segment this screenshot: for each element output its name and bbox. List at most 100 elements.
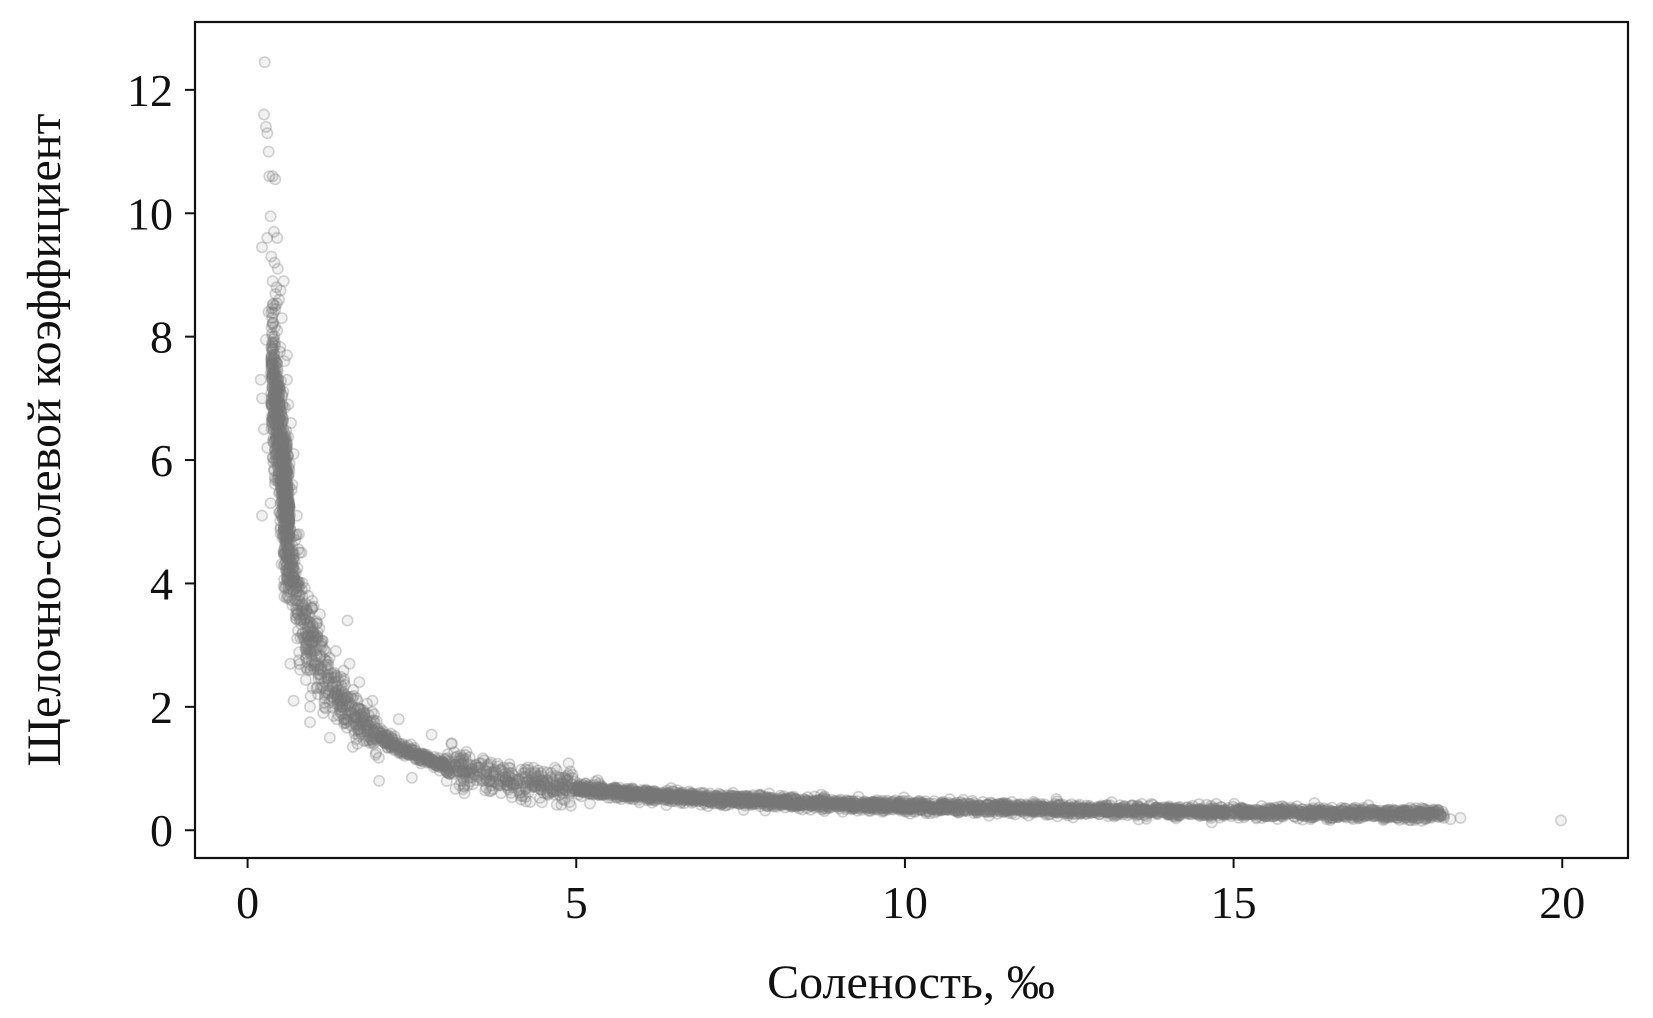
scatter-point	[278, 526, 291, 539]
scatter-point	[284, 416, 297, 429]
scatter-point	[278, 454, 291, 467]
scatter-point	[877, 802, 890, 815]
y-tick-label: 4	[150, 558, 173, 609]
scatter-point	[278, 523, 291, 536]
scatter-point	[278, 493, 291, 506]
scatter-point	[269, 391, 282, 404]
scatter-point	[1043, 802, 1056, 815]
scatter-point	[266, 413, 279, 426]
scatter-point	[272, 451, 285, 464]
scatter-point	[273, 380, 286, 393]
scatter-point	[274, 427, 287, 440]
scatter-point	[484, 756, 497, 769]
scatter-point	[265, 415, 278, 428]
scatter-point	[278, 480, 291, 493]
scatter-point	[361, 730, 374, 743]
scatter-point	[268, 419, 281, 432]
scatter-point	[449, 782, 462, 795]
y-tick-label: 0	[150, 805, 173, 856]
scatter-point	[265, 387, 278, 400]
scatter-point	[272, 423, 285, 436]
scatter-point	[727, 790, 740, 803]
scatter-point	[273, 439, 286, 452]
scatter-point	[279, 509, 292, 522]
scatter-point	[276, 398, 289, 411]
scatter-point	[276, 476, 289, 489]
scatter-point	[281, 476, 294, 489]
scatter-point	[282, 398, 295, 411]
scatter-point	[273, 396, 286, 409]
scatter-point	[259, 333, 272, 346]
scatter-point	[282, 509, 295, 522]
scatter-point	[1379, 807, 1392, 820]
scatter-point	[278, 483, 291, 496]
scatter-point	[659, 790, 672, 803]
scatter-point	[277, 458, 290, 471]
scatter-point	[272, 448, 285, 461]
scatter-point	[259, 120, 272, 133]
scatter-point	[266, 416, 279, 429]
scatter-point	[275, 509, 288, 522]
scatter-point	[283, 549, 296, 562]
scatter-point	[445, 737, 458, 750]
scatter-point	[268, 477, 281, 490]
scatter-point	[281, 527, 294, 540]
scatter-point	[753, 794, 766, 807]
scatter-point	[292, 624, 305, 637]
scatter-point	[283, 566, 296, 579]
scatter-point	[271, 430, 284, 443]
scatter-point	[463, 771, 476, 784]
scatter-point	[353, 676, 366, 689]
scatter-point	[458, 787, 471, 800]
scatter-point	[277, 503, 290, 516]
scatter-point	[1116, 808, 1129, 821]
scatter-point	[268, 397, 281, 410]
scatter-point	[278, 355, 291, 368]
scatter-point	[266, 330, 279, 343]
scatter-point	[282, 502, 295, 515]
scatter-point	[272, 456, 285, 469]
scatter-point	[269, 388, 282, 401]
scatter-point	[265, 250, 278, 263]
scatter-point	[271, 418, 284, 431]
scatter-point	[275, 457, 288, 470]
scatter-point	[266, 451, 279, 464]
scatter-point	[274, 438, 287, 451]
scatter-point	[273, 414, 286, 427]
scatter-point	[270, 392, 283, 405]
scatter-point	[267, 424, 280, 437]
scatter-point	[283, 499, 296, 512]
scatter-point	[275, 437, 288, 450]
scatter-point	[275, 468, 288, 481]
scatter-point	[1236, 807, 1249, 820]
scatter-point	[313, 608, 326, 621]
scatter-point	[1454, 811, 1467, 824]
scatter-point	[583, 780, 596, 793]
scatter-point	[276, 528, 289, 541]
scatter-point	[266, 311, 279, 324]
scatter-point	[278, 433, 291, 446]
scatter-point	[596, 783, 609, 796]
scatter-point	[537, 765, 550, 778]
scatter-point	[268, 384, 281, 397]
scatter-point	[276, 400, 289, 413]
scatter-point	[275, 439, 288, 452]
scatter-point	[265, 327, 278, 340]
scatter-point	[275, 433, 288, 446]
scatter-point	[271, 412, 284, 425]
scatter-point	[266, 419, 279, 432]
scatter-point	[265, 397, 278, 410]
scatter-point	[282, 503, 295, 516]
scatter-point	[281, 518, 294, 531]
scatter-point	[264, 367, 277, 380]
scatter-point	[287, 447, 300, 460]
scatter-point	[271, 441, 284, 454]
scatter-point	[282, 487, 295, 500]
scatter-point	[280, 517, 293, 530]
scatter-point	[280, 464, 293, 477]
scatter-point	[262, 305, 275, 318]
scatter-point	[281, 545, 294, 558]
scatter-point	[1555, 814, 1568, 827]
